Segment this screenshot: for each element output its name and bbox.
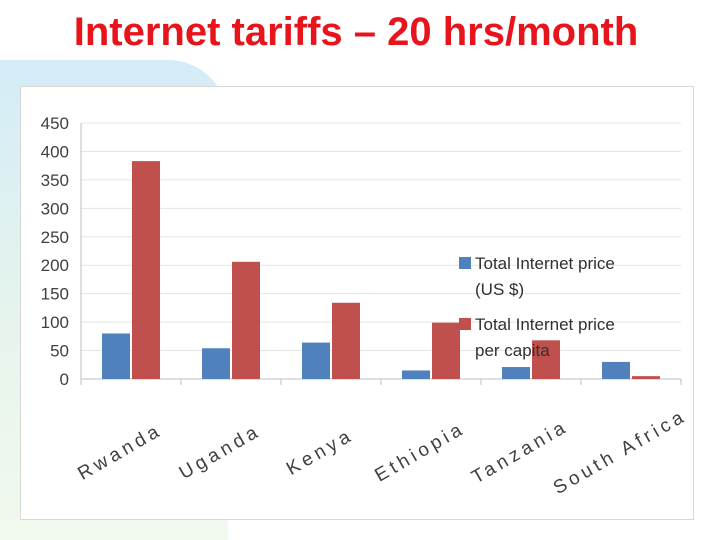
- legend-swatch: [459, 257, 471, 269]
- y-tick-label: 350: [41, 171, 69, 190]
- x-tick-label: Rwanda: [74, 420, 166, 485]
- gridlines: [81, 122, 681, 380]
- x-tick-label: Uganda: [176, 421, 265, 484]
- bar-price: [202, 348, 230, 379]
- bar-price: [502, 367, 530, 379]
- y-tick-label: 50: [50, 342, 69, 361]
- bar-per-capita: [332, 302, 360, 379]
- bar-per-capita: [232, 261, 260, 379]
- y-tick-label: 200: [41, 256, 69, 275]
- bar-per-capita: [632, 376, 660, 379]
- bars: [102, 161, 660, 379]
- legend-label: Total Internet price (US $): [475, 254, 615, 299]
- x-tick-label: Ethiopia: [371, 418, 469, 487]
- slide-title: Internet tariffs – 20 hrs/month: [73, 10, 639, 54]
- y-tick-label: 400: [41, 142, 69, 161]
- bar-price: [402, 370, 430, 379]
- y-tick-label: 250: [41, 228, 69, 247]
- x-tick-label: South Africa: [550, 406, 691, 499]
- legend-swatch: [459, 318, 471, 330]
- bar-per-capita: [132, 161, 160, 379]
- legend: Total Internet price (US $) Total Internet…: [459, 254, 615, 360]
- chart-frame: 0 50 100 150 200 250 300 350 400 450 Rwanda Uganda…: [20, 86, 694, 520]
- y-tick-label: 100: [41, 313, 69, 332]
- bar-chart: 0 50 100 150 200 250 300 350 400 450 Rwanda Uganda…: [41, 114, 691, 499]
- y-tick-label: 300: [41, 199, 69, 218]
- bar-price: [302, 342, 330, 379]
- y-tick-label: 150: [41, 285, 69, 304]
- y-tick-label: 0: [60, 370, 69, 389]
- x-tick-label: Kenya: [283, 425, 357, 480]
- bar-price: [102, 333, 130, 379]
- y-axis: 0 50 100 150 200 250 300 350 400 450: [41, 114, 82, 389]
- legend-label: Total Internet price per capita: [475, 315, 615, 360]
- y-tick-label: 450: [41, 114, 69, 133]
- bar-price: [602, 361, 630, 379]
- bar-per-capita: [432, 322, 460, 379]
- bar-per-capita: [532, 340, 560, 379]
